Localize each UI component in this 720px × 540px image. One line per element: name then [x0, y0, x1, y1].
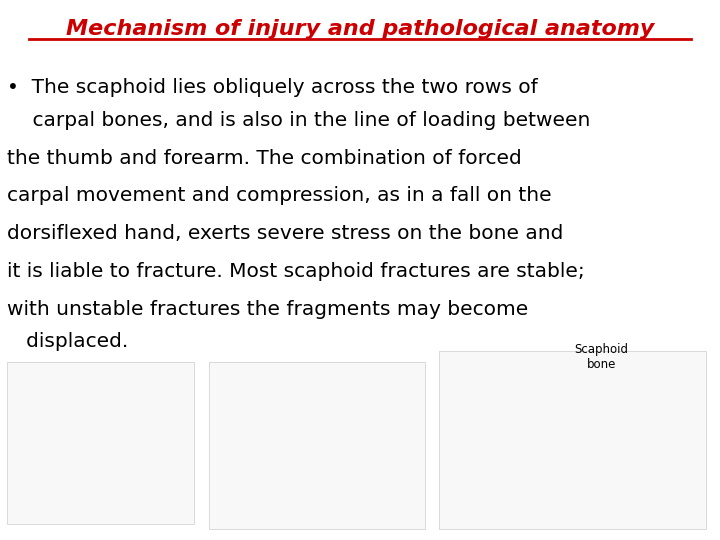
Text: it is liable to fracture. Most scaphoid fractures are stable;: it is liable to fracture. Most scaphoid …: [7, 262, 585, 281]
Text: displaced.: displaced.: [7, 332, 128, 351]
Text: with unstable fractures the fragments may become: with unstable fractures the fragments ma…: [7, 300, 528, 319]
Text: carpal movement and compression, as in a fall on the: carpal movement and compression, as in a…: [7, 186, 552, 205]
FancyBboxPatch shape: [439, 351, 706, 529]
Text: Mechanism of injury and pathological anatomy: Mechanism of injury and pathological ana…: [66, 19, 654, 39]
Text: carpal bones, and is also in the line of loading between: carpal bones, and is also in the line of…: [7, 111, 590, 130]
FancyBboxPatch shape: [209, 362, 425, 529]
Text: the thumb and forearm. The combination of forced: the thumb and forearm. The combination o…: [7, 148, 522, 167]
FancyBboxPatch shape: [7, 362, 194, 524]
Text: •  The scaphoid lies obliquely across the two rows of: • The scaphoid lies obliquely across the…: [7, 78, 538, 97]
Text: Scaphoid
bone: Scaphoid bone: [575, 343, 628, 371]
Text: dorsiflexed hand, exerts severe stress on the bone and: dorsiflexed hand, exerts severe stress o…: [7, 224, 564, 243]
